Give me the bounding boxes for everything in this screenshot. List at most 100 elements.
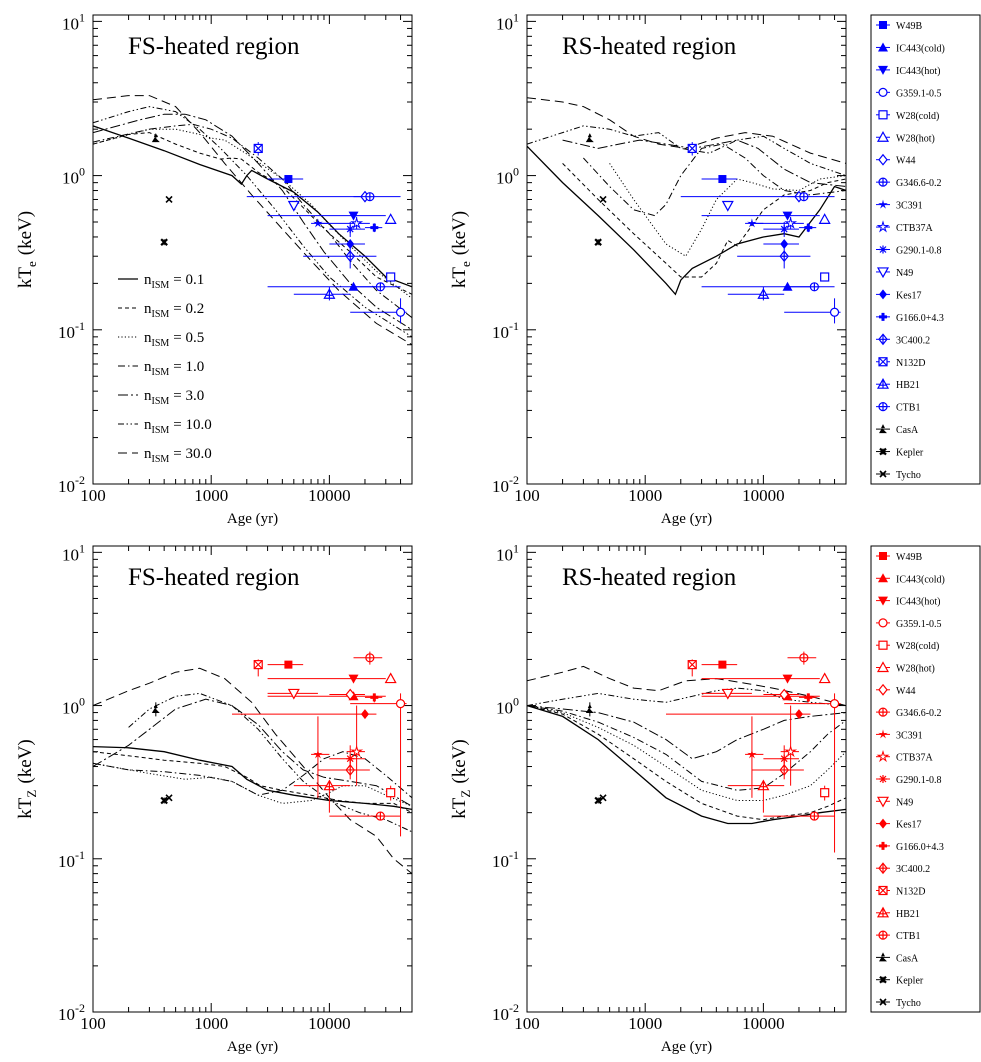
nism-legend-label: nISM = 3.0 [144, 388, 204, 407]
legend-entry: Kes17 [876, 818, 922, 831]
data-point-tycho [165, 195, 173, 204]
legend-label: G166.0+4.3 [896, 842, 944, 853]
legend-marker [878, 357, 888, 367]
data-point-g166-0-4-3 [804, 223, 813, 232]
data-point-g166-0-4-3 [370, 693, 379, 702]
panel-title: FS-heated region [128, 33, 300, 60]
y-tick-label: 10-2 [492, 1001, 519, 1024]
legend-label: CasA [896, 425, 919, 436]
legend-label: N49 [896, 797, 913, 808]
legend-entry: W49B [876, 552, 922, 563]
legend-label: Kepler [896, 448, 924, 459]
legend-entry: 3C391 [876, 729, 923, 741]
legend-label: G359.1-0.5 [896, 619, 942, 630]
legend-label: CTB37A [896, 753, 933, 764]
legend-label: CTB1 [896, 931, 920, 942]
legend-marker [879, 818, 887, 829]
legend-label: W49B [896, 552, 922, 563]
legend-marker [878, 862, 888, 875]
legend-label: IC443(cold) [896, 43, 945, 54]
data-point-casa [151, 703, 160, 713]
model-curves [527, 665, 846, 825]
x-axis-title: Age (yr) [661, 1039, 712, 1055]
data-point-kepler [160, 796, 168, 805]
nism-legend-label: nISM = 0.1 [144, 272, 204, 291]
data-point-w28-hot- [818, 213, 831, 224]
legend-marker [878, 177, 888, 187]
legend-label: 3C400.2 [896, 864, 930, 875]
observations [151, 133, 407, 324]
legend-marker [878, 930, 888, 940]
y-axis-title: kTZ(keV) [449, 739, 473, 818]
data-point-n49 [287, 200, 300, 212]
data-point-kepler [160, 238, 168, 246]
legend-entry: Kes17 [876, 289, 922, 301]
model-curve-n0.2 [93, 751, 412, 814]
y-tick-label: 10-2 [58, 473, 85, 496]
data-point-ctb1 [809, 811, 819, 821]
model-curve-n0.1 [527, 704, 846, 825]
legend-entry: IC443(cold) [876, 573, 945, 585]
observations [585, 133, 841, 324]
legend-label: N49 [896, 268, 913, 279]
legend-entry: W28(hot) [876, 661, 935, 675]
model-curve-n0.2 [527, 705, 846, 821]
legend-marker [878, 333, 888, 346]
model-curve-n3 [93, 113, 412, 331]
legend-label: IC443(hot) [896, 597, 940, 608]
legend-marker [879, 975, 887, 984]
legend-entry: Kepler [876, 976, 924, 987]
model-curves [93, 667, 412, 874]
legend-entry: W28(cold) [876, 110, 939, 122]
data-point-hb21 [757, 288, 770, 299]
model-curve-n0.2 [93, 132, 412, 295]
legend-label: Tycho [896, 470, 921, 481]
x-tick-label: 1000 [628, 486, 662, 505]
legend-label: W28(hot) [896, 664, 935, 675]
panel-title: RS-heated region [562, 33, 737, 60]
data-point-n132d [687, 143, 697, 154]
legend-entry: G359.1-0.5 [876, 618, 942, 630]
plot-frame [92, 14, 413, 485]
y-tick-label: 10-1 [58, 319, 85, 342]
legend-label: CTB1 [896, 403, 920, 414]
data-point-ctb1 [375, 282, 385, 292]
panel-2: 100 1000 10000 10-2 10-1 100 101 Age (yr) kTe(ke… [449, 10, 847, 527]
data-point-g346-6-0-2 [799, 192, 809, 202]
legend-entry: CTB1 [876, 930, 920, 942]
nism-legend-label: nISM = 0.5 [144, 330, 204, 349]
legend-entry: IC443(cold) [876, 42, 945, 54]
data-point-tycho [165, 794, 173, 802]
data-point-w44 [779, 688, 789, 701]
legend-label: Kes17 [896, 290, 922, 301]
x-tick-label: 100 [80, 1014, 106, 1033]
legend-entry: IC443(hot) [876, 596, 940, 608]
observations [585, 651, 841, 853]
data-point-n49 [721, 200, 734, 212]
legend-marker [879, 424, 887, 434]
legend-entry: G346.6-0.2 [876, 707, 942, 719]
y-tick-label: 101 [496, 541, 519, 564]
legend-entry: 3C400.2 [876, 862, 930, 875]
data-point-ic443-hot- [348, 674, 359, 684]
legend-entry: W44 [876, 683, 915, 697]
model-curve-n0.1 [527, 145, 846, 296]
data-point-n49 [721, 688, 734, 700]
model-curve-n30 [527, 97, 846, 164]
marker-legend-1: W49B IC443(cold) IC443(hot) G359.1-0.5 W28(c… [870, 14, 981, 485]
panel-title: FS-heated region [128, 564, 300, 591]
data-point-ic443-hot- [782, 674, 793, 684]
data-point-hb21 [323, 779, 336, 791]
model-curve-n0.1 [93, 125, 412, 288]
model-curve-n10 [527, 687, 846, 707]
legend-entry: CasA [876, 952, 919, 964]
model-curve-n10 [128, 692, 412, 833]
data-point-ctb37a [784, 216, 798, 229]
data-point-g359-1-0-5 [829, 307, 840, 317]
model-curve-n1 [93, 751, 412, 799]
data-point-g359-1-0-5 [395, 307, 406, 317]
legend-marker [878, 153, 888, 166]
legend-label: G359.1-0.5 [896, 88, 942, 99]
y-tick-label: 10-2 [58, 1001, 85, 1024]
legend-marker [879, 312, 887, 321]
